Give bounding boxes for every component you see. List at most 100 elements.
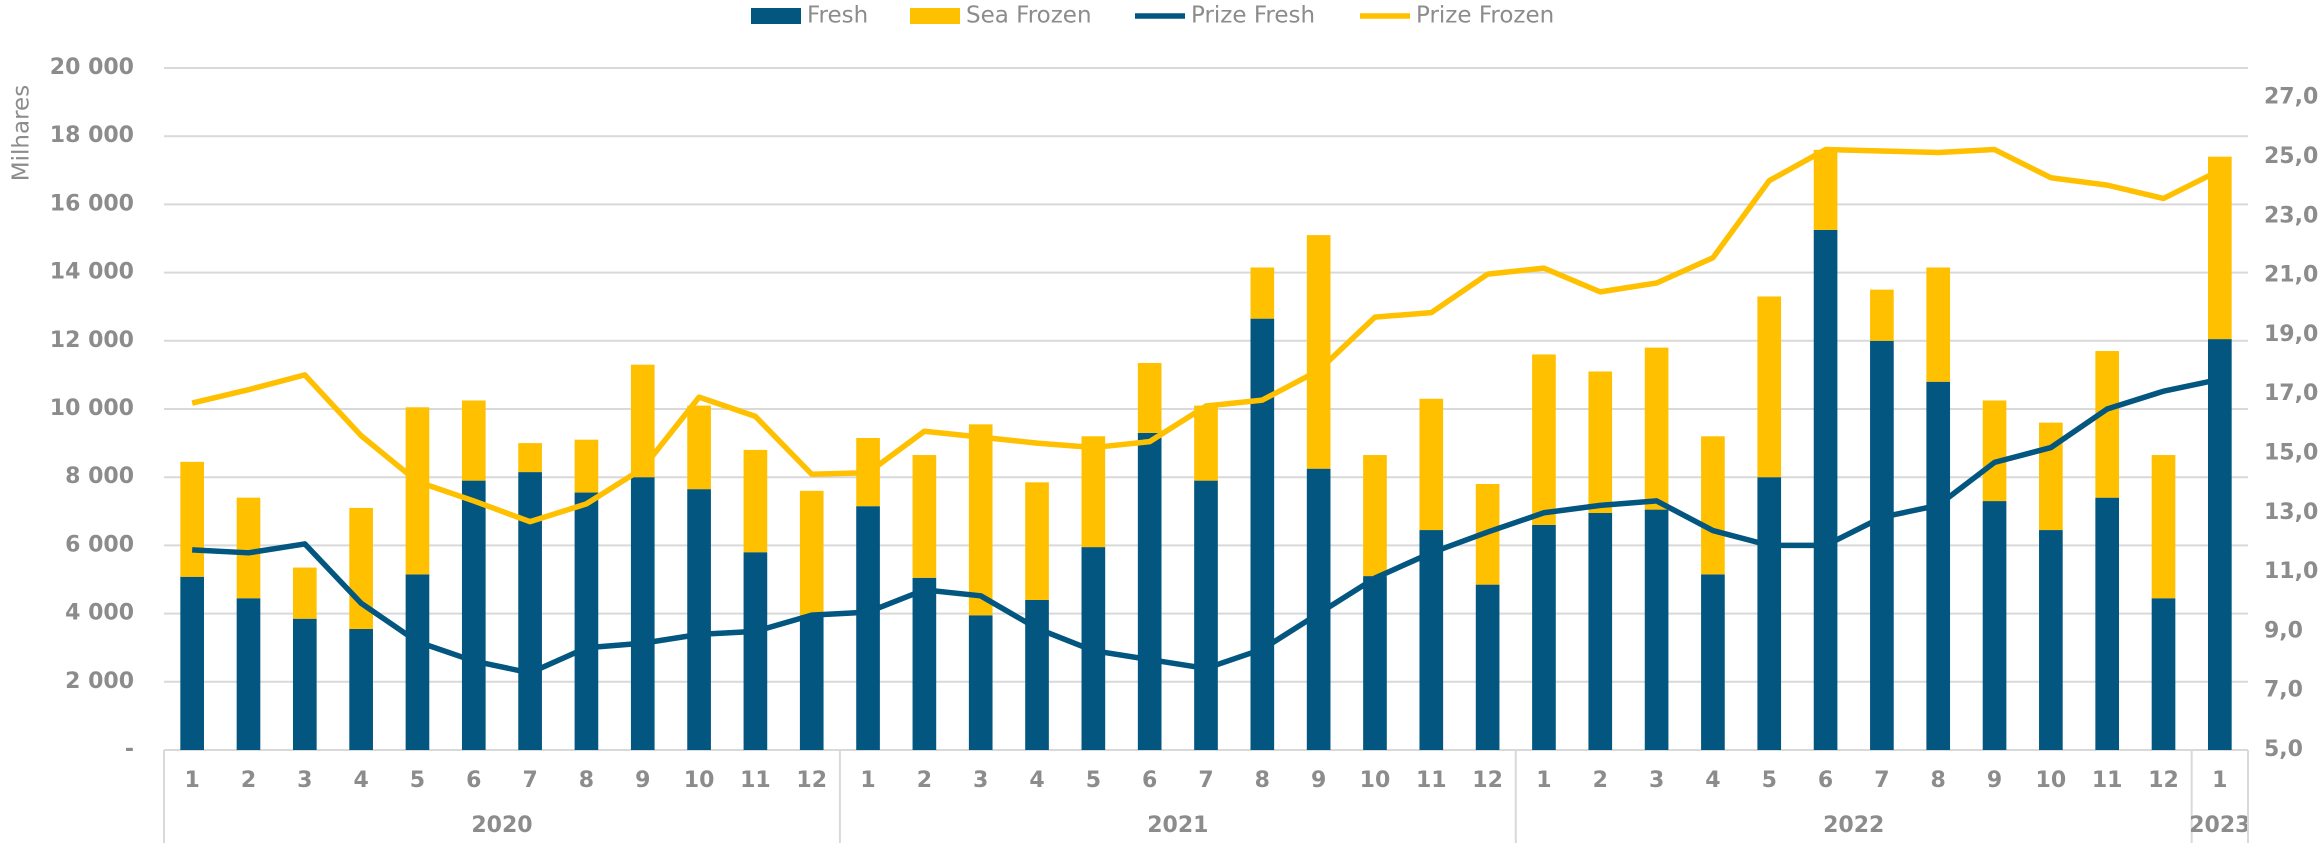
y2-tick-label: 17,0 [2264,381,2318,406]
bar [1250,267,1275,319]
bar [1025,599,1049,750]
x-tick-label: 7 [1874,768,1889,793]
bar [461,480,486,750]
x-tick-label: 1 [1536,768,1551,793]
bar [349,628,373,750]
bar [574,439,599,493]
x-tick-label: 7 [1198,768,1213,793]
group-label: 2020 [471,813,532,838]
bar [856,506,880,750]
line [191,146,2222,525]
bar [1363,455,1387,577]
bar [1137,362,1162,433]
x-tick-label: 3 [1649,768,1664,793]
x-tick-label: 10 [2036,768,2067,793]
bar [2095,351,2120,498]
bar [2208,339,2232,750]
bar [1250,318,1275,750]
x-tick-label: 5 [410,768,425,793]
x-tick-label: 5 [1762,768,1777,793]
bar [292,618,317,750]
bar [1813,149,1838,230]
y-tick-label: 4 000 [65,601,134,626]
bar [968,615,993,750]
bar [1532,524,1556,750]
y-tick-label: 2 000 [65,669,134,694]
y2-tick-label: 21,0 [2264,263,2318,288]
bar [1588,371,1613,514]
legend-label: Prize Frozen [1416,3,1554,29]
line [192,376,2221,676]
bar [799,490,824,618]
x-tick-label: 8 [1255,768,1270,793]
bar [912,577,937,750]
bar [1757,477,1782,750]
bar [1194,480,1218,750]
bar [1306,468,1331,750]
bar [405,574,430,750]
bar [2095,497,2120,750]
x-tick-label: 12 [796,768,827,793]
bar [1137,432,1162,750]
x-tick-label: 2 [917,768,932,793]
bar [799,617,824,750]
y-axis-title: Milhares [9,85,35,181]
bar [1813,229,1838,751]
bar [1419,530,1444,750]
bar [2039,530,2063,750]
x-tick-label: 8 [579,768,594,793]
group-label: 2022 [1823,813,1884,838]
bar [1644,347,1669,510]
y2-tick-label: 7,0 [2264,678,2303,703]
bar [912,455,937,578]
bar [743,449,768,553]
bar [1081,436,1106,548]
x-tick-label: 4 [1705,768,1720,793]
bar [180,461,204,577]
bar [1982,400,2007,502]
legend-label: Prize Fresh [1191,3,1315,29]
bar [574,492,599,750]
bar [461,400,486,481]
bar [180,576,204,750]
bar [2151,455,2176,599]
bar [687,489,711,750]
y2-tick-label: 25,0 [2264,144,2318,169]
bar [2208,156,2232,340]
bar [1419,398,1444,531]
x-tick-label: 6 [466,768,481,793]
bar [687,405,711,490]
bar [630,477,655,750]
x-tick-label: 6 [1142,768,1157,793]
bar [1926,381,1951,750]
x-tick-label: 11 [1416,768,1447,793]
x-tick-label: 1 [185,768,200,793]
bar [1588,513,1613,750]
y-tick-label: 18 000 [50,123,134,148]
y2-tick-label: 13,0 [2264,500,2318,525]
y2-tick-label: 27,0 [2264,85,2318,110]
y-tick-label: 20 000 [50,55,134,80]
x-tick-label: 3 [297,768,312,793]
y-tick-label: - [125,737,134,762]
x-tick-label: 11 [2092,768,2123,793]
legend-swatch [751,8,801,24]
bar [1363,576,1387,750]
x-tick-label: 10 [1360,768,1391,793]
x-tick-label: 12 [1472,768,1503,793]
bar [2151,598,2176,750]
bar [1926,267,1951,382]
bar [292,567,317,619]
x-tick-label: 1 [860,768,875,793]
x-tick-label: 2 [1593,768,1608,793]
y2-tick-label: 19,0 [2264,322,2318,347]
group-label: 2023 [2189,813,2250,838]
y-tick-label: 6 000 [65,532,134,557]
x-tick-label: 2 [241,768,256,793]
bar [1757,296,1782,478]
bar [405,407,430,575]
y-tick-label: 8 000 [65,464,134,489]
x-tick-label: 4 [353,768,368,793]
x-tick-label: 1 [2212,768,2227,793]
